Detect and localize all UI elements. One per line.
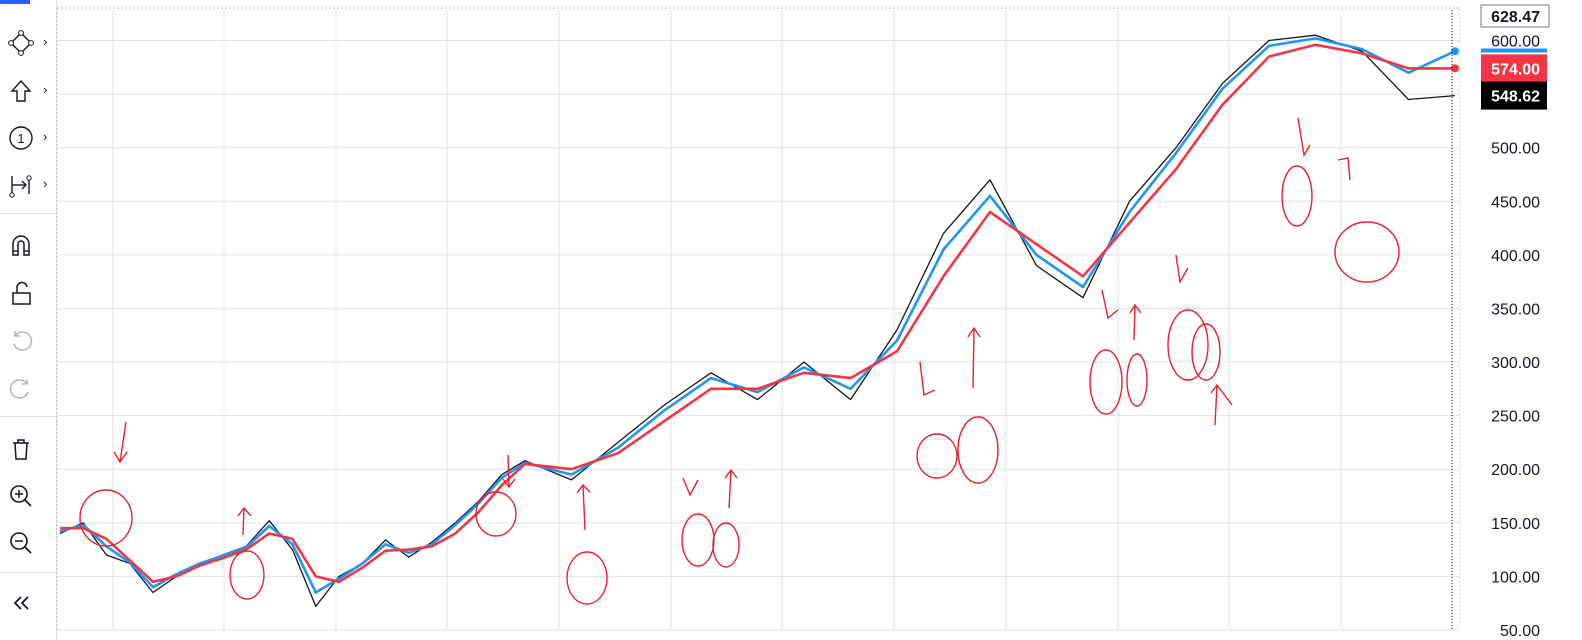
- lock-tool[interactable]: [0, 272, 56, 312]
- y-tick-label: 200.00: [1491, 462, 1540, 479]
- annotation-arrow: [1175, 254, 1189, 285]
- zoom-in-button[interactable]: [0, 475, 56, 515]
- unlock-icon: [6, 278, 36, 308]
- y-tick-label: 50.00: [1500, 623, 1540, 640]
- annotation-circle: [566, 551, 608, 605]
- annotation-circle: [79, 489, 133, 547]
- active-indicator: [0, 0, 30, 4]
- annotation-arrow: [237, 506, 252, 536]
- magnet-tool[interactable]: [0, 224, 56, 264]
- number-marker-tool[interactable]: 1 ›: [0, 117, 56, 157]
- annotation-arrow: [1129, 303, 1142, 341]
- annotation-circle: [475, 491, 517, 537]
- arrow-up-icon: [6, 76, 36, 106]
- toolbar-divider: [0, 416, 56, 417]
- annotation-arrow: [113, 421, 128, 464]
- annotation-arrow: [682, 477, 699, 497]
- chevron-right-icon[interactable]: ›: [43, 129, 48, 144]
- annotation-circle: [1281, 165, 1313, 227]
- drawing-toolbar: › › 1 › ›: [0, 0, 57, 640]
- annotation-arrow: [967, 326, 981, 389]
- annotation-circle: [681, 513, 715, 567]
- price-tag-label: 548.62: [1491, 89, 1540, 106]
- diamond-nodes-icon: [6, 28, 36, 58]
- annotation-arrow: [1297, 117, 1311, 158]
- y-tick-label: 600.00: [1491, 34, 1540, 51]
- series-line-3: [60, 43, 1455, 584]
- annotation-circle: [957, 416, 999, 484]
- series-last-point: [1451, 64, 1459, 73]
- price-tags: 628.47 574.00 548.62: [1480, 4, 1550, 110]
- trash-icon: [6, 434, 36, 464]
- price-tag-high: [1480, 4, 1550, 28]
- collapse-toolbar-button[interactable]: [0, 582, 56, 622]
- annotation-circle: [1089, 349, 1123, 415]
- double-chevron-left-icon: [6, 588, 36, 618]
- arrow-tool[interactable]: ›: [0, 70, 56, 110]
- y-tick-label: 150.00: [1491, 516, 1540, 533]
- chevron-right-icon[interactable]: ›: [43, 34, 48, 49]
- y-tick-label: 400.00: [1491, 248, 1540, 265]
- annotation-circle: [1126, 353, 1148, 407]
- y-tick-label: 300.00: [1491, 355, 1540, 372]
- y-tick-label: 500.00: [1491, 141, 1540, 158]
- annotation-arrow: [1101, 289, 1119, 320]
- annotation-circle: [1334, 221, 1400, 283]
- annotation-circle: [916, 433, 958, 479]
- price-tag: [1481, 54, 1547, 83]
- annotation-arrow: [1210, 383, 1233, 426]
- hand-drawn-annotations: [79, 117, 1400, 605]
- circled-one-label: 1: [17, 131, 24, 146]
- annotation-arrow: [1337, 157, 1351, 181]
- y-tick-label: 350.00: [1491, 301, 1540, 318]
- undo-button[interactable]: [0, 319, 56, 359]
- redo-button[interactable]: [0, 367, 56, 407]
- measure-tool[interactable]: ›: [0, 164, 56, 204]
- series-line-1: [59, 34, 1456, 608]
- annotation-circle: [712, 522, 740, 568]
- chart-series: [59, 10, 1459, 630]
- zoom-out-icon: [6, 528, 36, 558]
- y-tick-label: 100.00: [1491, 569, 1540, 586]
- plot-frame: [56, 7, 1461, 631]
- price-tag-marker: [1481, 48, 1547, 53]
- y-tick-label: 250.00: [1491, 409, 1540, 426]
- circled-one-icon: 1: [6, 123, 36, 153]
- series-last-point: [1451, 47, 1459, 56]
- price-tag: [1481, 81, 1547, 110]
- annotation-circle: [1167, 309, 1209, 381]
- y-tick-label: 450.00: [1491, 194, 1540, 211]
- chevron-right-icon[interactable]: ›: [43, 176, 48, 191]
- toolbar-divider: [0, 572, 56, 573]
- price-tag-label: 574.00: [1491, 61, 1540, 78]
- annotation-arrow: [502, 454, 516, 489]
- annotation-circle: [229, 550, 265, 600]
- chart-grid: [56, 7, 1461, 631]
- delete-button[interactable]: [0, 428, 56, 468]
- annotation-arrow: [724, 468, 738, 509]
- zoom-out-button[interactable]: [0, 522, 56, 562]
- zoom-in-icon: [6, 481, 36, 511]
- shapes-tool[interactable]: ›: [0, 22, 56, 62]
- series-line-2: [59, 37, 1456, 594]
- price-tag-high-label: 628.47: [1491, 9, 1540, 26]
- redo-icon: [6, 373, 36, 403]
- annotation-arrow: [919, 361, 936, 397]
- chevron-right-icon[interactable]: ›: [43, 82, 48, 97]
- annotation-arrow: [576, 483, 591, 531]
- measure-icon: [6, 170, 36, 200]
- magnet-icon: [6, 230, 36, 260]
- toolbar-divider: [0, 213, 56, 214]
- undo-icon: [6, 325, 36, 355]
- annotation-circle: [1191, 323, 1221, 381]
